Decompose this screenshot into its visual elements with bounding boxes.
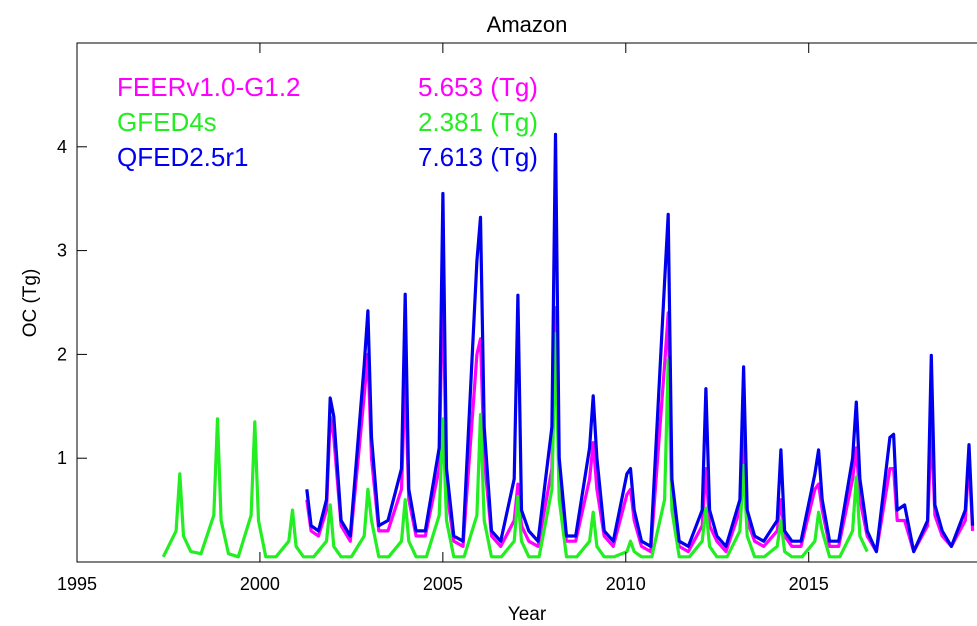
y-tick-label: 1: [57, 448, 67, 468]
x-axis-label: Year: [508, 604, 547, 625]
legend-total: 7.613 (Tg): [418, 142, 538, 172]
x-tick-label: 2005: [423, 574, 463, 594]
legend-name: FEERv1.0-G1.2: [117, 72, 301, 102]
chart-title: Amazon: [487, 12, 568, 37]
legend-total: 2.381 (Tg): [418, 107, 538, 137]
x-tick-label: 2015: [789, 574, 829, 594]
series-line: [305, 132, 975, 554]
x-tick-label: 1995: [57, 574, 97, 594]
y-tick-label: 2: [57, 344, 67, 364]
x-tick-label: 2010: [606, 574, 646, 594]
legend-total: 5.653 (Tg): [418, 72, 538, 102]
x-tick-label: 2000: [240, 574, 280, 594]
plot-frame: [76, 42, 977, 563]
y-axis-label: OC (Tg): [20, 269, 41, 338]
legend-name: GFED4s: [117, 107, 217, 137]
y-tick-label: 4: [57, 137, 67, 157]
plot-area: [161, 132, 975, 559]
legend-name: QFED2.5r1: [117, 142, 249, 172]
series-line: [305, 269, 975, 554]
y-tick-label: 3: [57, 241, 67, 261]
series-line: [161, 332, 869, 559]
